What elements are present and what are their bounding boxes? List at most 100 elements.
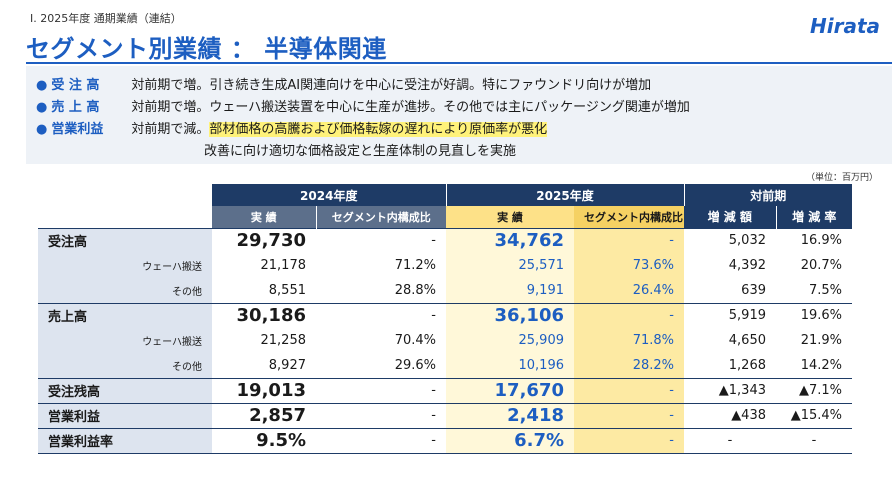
cell-actual-2024: 21,178 <box>260 258 307 273</box>
col-diff: 増 減 額 <box>684 206 776 228</box>
table-row: ウェーハ搬送 21,178 71.2% 25,571 73.6% 4,392 2… <box>38 253 852 278</box>
table-row: 受注高 29,730 - 34,762 - 5,032 16.9% <box>38 227 853 253</box>
cell-actual-2024: 30,186 <box>212 302 316 328</box>
header-fy2025: 2025年度 <box>445 184 684 206</box>
cell-rate: 14.2% <box>800 357 843 373</box>
cell-rate: ▲15.4% <box>776 402 853 428</box>
row-label: 受注残高 <box>38 377 212 403</box>
segment-table: 2024年度 2025年度 対前期 実 績 セグメント内構成比 実 績 セグメン… <box>38 184 853 454</box>
summary-box: ● 受 注 高 対前期で増。引き続き生成AI関連向けを中心に受注が好調。特にファウン… <box>26 66 892 164</box>
cell-share-2025: - <box>574 302 684 328</box>
cell-rate: - <box>776 427 853 454</box>
summary-label: 受 注 高 <box>51 78 100 93</box>
cell-share-2024: - <box>316 227 446 253</box>
cell-share-2024: 28.8% <box>394 282 436 298</box>
cell-rate: 16.9% <box>776 227 853 253</box>
table-row: 営業利益率 9.5% - 6.7% - - - <box>38 427 853 454</box>
cell-actual-2024: 9.5% <box>212 427 316 454</box>
row-label: 売上高 <box>38 302 212 328</box>
company-logo: Hirata <box>810 14 881 38</box>
cell-diff: 4,650 <box>728 333 766 348</box>
table-row: 営業利益 2,857 - 2,418 - ▲438 ▲15.4% <box>38 402 853 428</box>
cell-diff: ▲438 <box>684 402 776 428</box>
header-yoy: 対前期 <box>683 184 853 206</box>
table-row: 受注残高 19,013 - 17,670 - ▲1,343 ▲7.1% <box>38 377 853 403</box>
cell-actual-2025: 6.7% <box>446 427 574 454</box>
cell-share-2025: 73.6% <box>574 253 684 278</box>
summary-text: 対前期で増。ウェーハ搬送装置を中心に生産が進捗。その他では主にパッケージング関連… <box>131 100 690 115</box>
cell-actual-2025: 17,670 <box>446 377 574 403</box>
bullet-icon: ● <box>36 78 48 93</box>
row-sublabel: ウェーハ搬送 <box>122 253 212 278</box>
summary-sales: ● 売 上 高 対前期で増。ウェーハ搬送装置を中心に生産が進捗。その他では主にパッケ… <box>36 96 690 115</box>
cell-actual-2025: 10,196 <box>446 353 574 378</box>
summary-label: 売 上 高 <box>51 100 100 115</box>
cell-share-2024: 70.4% <box>394 333 436 348</box>
cell-diff: 5,919 <box>684 302 776 328</box>
cell-actual-2024: 2,857 <box>212 402 316 428</box>
cell-share-2024: - <box>316 402 446 428</box>
cell-share-2024: 71.2% <box>394 258 436 273</box>
title-rule <box>26 62 892 64</box>
row-label <box>38 278 122 303</box>
cell-actual-2024: 8,551 <box>268 282 306 298</box>
cell-actual-2024: 21,258 <box>260 333 307 348</box>
cell-rate: ▲7.1% <box>776 377 853 403</box>
col-actual-2025: 実 績 <box>446 206 574 228</box>
row-label <box>38 253 122 278</box>
table-row: その他 8,551 28.8% 9,191 26.4% 639 7.5% <box>38 278 852 303</box>
cell-actual-2025: 25,571 <box>446 253 574 278</box>
header-blank <box>38 184 212 206</box>
header-row-cols: 実 績 セグメント内構成比 実 績 セグメント内構成比 増 減 額 増 減 率 <box>38 206 853 228</box>
table-row: 売上高 30,186 - 36,106 - 5,919 19.6% <box>38 302 853 328</box>
summary-text: 対前期で増。引き続き生成AI関連向けを中心に受注が好調。特にファウンドリ向けが増… <box>131 78 652 93</box>
summary-op-profit-line2: 改善に向け適切な価格設定と生産体制の見直しを実施 <box>204 144 517 159</box>
header-row-groups: 2024年度 2025年度 対前期 <box>38 184 853 206</box>
cell-share-2025: - <box>574 227 684 253</box>
cell-actual-2025: 34,762 <box>446 227 574 253</box>
col-actual-2024: 実 績 <box>212 206 316 228</box>
row-label: 受注高 <box>38 227 212 253</box>
table-row: ウェーハ搬送 21,258 70.4% 25,909 71.8% 4,650 2… <box>38 328 852 353</box>
section-label: Ⅰ. 2025年度 通期業績（連結） <box>30 12 182 25</box>
summary-highlight: 部材価格の高騰および価格転嫁の遅れにより原価率が悪化 <box>209 122 548 137</box>
cell-diff: ▲1,343 <box>684 377 776 403</box>
cell-share-2025: 28.2% <box>574 353 684 378</box>
bullet-icon: ● <box>36 100 48 115</box>
row-label <box>38 328 122 353</box>
cell-rate: 21.9% <box>800 333 843 348</box>
col-share-2024: セグメント内構成比 <box>315 206 446 228</box>
cell-diff: - <box>684 427 776 454</box>
header-blank <box>38 206 212 228</box>
table-row: その他 8,927 29.6% 10,196 28.2% 1,268 14.2% <box>38 353 852 378</box>
cell-diff: 5,032 <box>684 227 776 253</box>
summary-text: 対前期で減。 <box>131 122 210 137</box>
cell-actual-2024: 19,013 <box>212 377 316 403</box>
unit-note: （単位：百万円） <box>806 173 879 183</box>
cell-actual-2025: 36,106 <box>446 302 574 328</box>
cell-diff: 4,392 <box>728 258 766 273</box>
cell-actual-2025: 2,418 <box>446 402 574 428</box>
cell-rate: 20.7% <box>800 258 843 273</box>
cell-diff: 1,268 <box>728 357 766 373</box>
cell-share-2024: - <box>316 427 446 454</box>
cell-share-2024: - <box>316 302 446 328</box>
cell-actual-2024: 29,730 <box>212 227 316 253</box>
cell-share-2025: 26.4% <box>574 278 684 303</box>
row-label: 営業利益率 <box>38 427 212 454</box>
cell-actual-2025: 25,909 <box>446 328 574 353</box>
cell-diff: 639 <box>741 282 766 298</box>
summary-op-profit: ● 営業利益 対前期で減。部材価格の高騰および価格転嫁の遅れにより原価率が悪化 <box>36 118 548 137</box>
cell-share-2025: 71.8% <box>574 328 684 353</box>
cell-actual-2024: 8,927 <box>268 357 306 373</box>
col-rate: 増 減 率 <box>775 206 853 228</box>
col-share-2025: セグメント内構成比 <box>574 206 684 228</box>
summary-label: 営業利益 <box>51 122 104 137</box>
cell-rate: 19.6% <box>776 302 853 328</box>
cell-share-2025: - <box>574 427 684 454</box>
summary-orders: ● 受 注 高 対前期で増。引き続き生成AI関連向けを中心に受注が好調。特にファウン… <box>36 74 651 93</box>
row-label <box>38 353 122 378</box>
row-sublabel: ウェーハ搬送 <box>122 328 212 353</box>
header-fy2024: 2024年度 <box>212 184 446 206</box>
cell-share-2024: - <box>316 377 446 403</box>
